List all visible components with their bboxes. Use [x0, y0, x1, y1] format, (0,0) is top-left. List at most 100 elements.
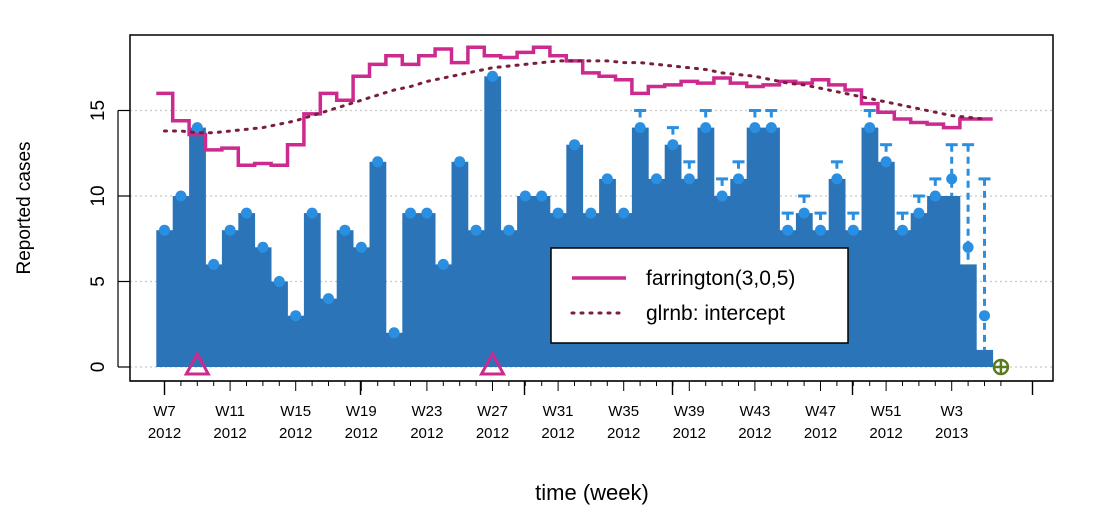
bar: [894, 230, 912, 367]
data-point: [224, 224, 236, 236]
data-point: [421, 207, 433, 219]
x-tick-label-year: 2012: [148, 425, 181, 442]
data-point: [388, 327, 400, 339]
bar: [943, 196, 961, 367]
bar: [336, 230, 354, 367]
data-point: [191, 122, 203, 134]
data-point: [651, 173, 662, 185]
bar: [320, 298, 338, 367]
bar: [877, 161, 895, 367]
x-tick-label-year: 2012: [869, 425, 902, 442]
data-point: [355, 241, 367, 253]
bar: [271, 281, 288, 367]
x-tick-label-week: W39: [674, 403, 705, 420]
legend-label-glrnb: glrnb: intercept: [646, 302, 785, 325]
y-tick-label: 0: [88, 362, 109, 373]
alarm-triangle: [183, 350, 211, 376]
y-tick-label: 10: [88, 185, 109, 206]
x-tick-label-week: W31: [543, 403, 574, 420]
x-tick-label-week: W35: [608, 403, 639, 420]
data-point: [782, 224, 794, 236]
bar: [910, 213, 928, 367]
data-point: [437, 258, 449, 270]
data-point: [306, 207, 318, 219]
legend-box: [550, 247, 849, 344]
threshold-lines: [156, 45, 993, 167]
data-point: [241, 207, 252, 219]
data-point: [208, 258, 220, 270]
data-point: [601, 173, 613, 185]
x-tick-label-year: 2012: [476, 425, 509, 442]
data-point: [618, 207, 630, 219]
data-point: [470, 224, 482, 236]
x-tick-label-week: W11: [215, 403, 245, 420]
data-point: [733, 173, 744, 185]
x-tick-label-year: 2012: [673, 425, 706, 442]
bar: [533, 196, 551, 367]
data-point: [290, 310, 302, 322]
data-point: [765, 122, 777, 134]
x-tick-label-week: W27: [477, 403, 508, 420]
bar: [172, 196, 190, 367]
data-point: [929, 190, 941, 202]
alarm-triangle: [478, 350, 507, 376]
x-tick-label-year: 2012: [804, 425, 837, 442]
x-tick-label-week: W19: [346, 403, 377, 420]
data-point: [979, 310, 990, 322]
data-point: [913, 207, 925, 219]
bar: [238, 213, 256, 367]
data-point: [700, 122, 712, 134]
bar: [959, 264, 977, 367]
y-tick-label: 5: [88, 276, 109, 287]
y-axis: 0 5 10 15: [88, 100, 130, 372]
x-tick-label-year: 2012: [345, 425, 378, 442]
data-point: [454, 156, 466, 168]
bar: [861, 127, 879, 367]
bar: [402, 213, 420, 367]
bar: [418, 213, 436, 367]
x-tick-label-year: 2012: [738, 425, 771, 442]
bars: [156, 76, 994, 368]
bar: [205, 264, 223, 367]
alarm-markers: [183, 350, 1010, 376]
x-tick-label-year: 2012: [410, 425, 443, 442]
bar: [517, 196, 534, 367]
data-point: [815, 224, 826, 236]
x-tick-label-week: W47: [805, 403, 836, 420]
x-axis: W7 2012 W11 2012 W15 2012 W19 2012 W23 2012 W27 201…: [130, 380, 1053, 442]
data-point: [552, 207, 564, 219]
x-tick-label-year: 2012: [279, 425, 312, 442]
data-point: [634, 122, 646, 134]
x-tick-label-week: W51: [871, 403, 902, 420]
bar: [484, 76, 502, 368]
data-point: [405, 207, 416, 219]
data-point: [372, 156, 384, 168]
data-point: [962, 241, 974, 253]
data-point: [159, 224, 170, 236]
x-tick-label-year: 2013: [935, 425, 968, 442]
x-tick-label-week: W15: [280, 403, 311, 420]
data-point: [536, 190, 548, 202]
data-point: [585, 207, 597, 219]
x-tick-label-week: W7: [153, 403, 176, 420]
bar: [451, 161, 469, 367]
data-point: [847, 224, 859, 236]
data-point: [323, 293, 334, 305]
farrington-step-line: [156, 45, 993, 167]
bar: [500, 230, 518, 367]
data-point: [487, 70, 498, 82]
x-tick-label-week: W23: [411, 403, 442, 420]
data-point: [667, 139, 679, 151]
data-point: [683, 173, 695, 185]
data-point: [519, 190, 531, 202]
bar: [156, 230, 174, 367]
data-point: [569, 139, 580, 151]
bar: [976, 349, 994, 367]
bar: [303, 213, 321, 367]
x-tick-label-year: 2012: [213, 425, 246, 442]
legend: farrington(3,0,5) glrnb: intercept: [550, 247, 849, 344]
bar: [385, 332, 403, 367]
x-tick-label-week: W3: [940, 403, 963, 420]
bar: [467, 230, 485, 367]
